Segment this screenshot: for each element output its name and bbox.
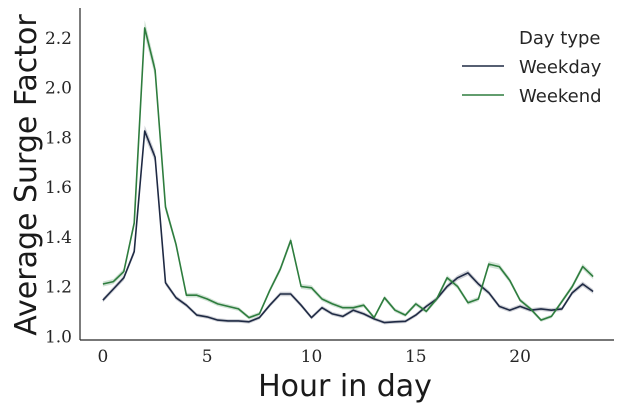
legend-label-weekday: Weekday — [519, 57, 602, 78]
x-tick-label: 10 — [301, 347, 323, 367]
legend-label-weekend: Weekend — [519, 86, 602, 107]
x-tick-label: 15 — [405, 347, 427, 367]
band-weekday — [102, 125, 594, 325]
y-tick-label: 2.2 — [45, 29, 72, 49]
y-tick-labels: 1.0 1.2 1.4 1.6 1.8 2.0 2.2 — [45, 29, 72, 347]
series-lines — [102, 27, 594, 324]
y-tick-label: 1.0 — [45, 327, 72, 347]
x-tick-label: 20 — [509, 347, 531, 367]
line-weekend — [102, 27, 594, 321]
axes — [79, 8, 614, 341]
line-weekday — [102, 130, 594, 324]
x-tick-label: 0 — [97, 347, 108, 367]
x-tick-label: 5 — [202, 347, 213, 367]
band-weekend — [102, 20, 594, 322]
y-tick-label: 1.8 — [45, 128, 72, 148]
y-tick-label: 1.6 — [45, 178, 72, 198]
y-tick-label: 1.2 — [45, 278, 72, 298]
legend-title: Day type — [519, 28, 600, 49]
x-tick-labels: 0 5 10 15 20 — [97, 347, 530, 367]
legend: Day type Weekday Weekend — [462, 28, 602, 107]
y-tick-label: 2.0 — [45, 79, 72, 99]
y-tick-label: 1.4 — [45, 228, 72, 248]
x-axis-label: Hour in day — [258, 369, 432, 404]
y-axis-label: Average Surge Factor — [9, 14, 44, 336]
